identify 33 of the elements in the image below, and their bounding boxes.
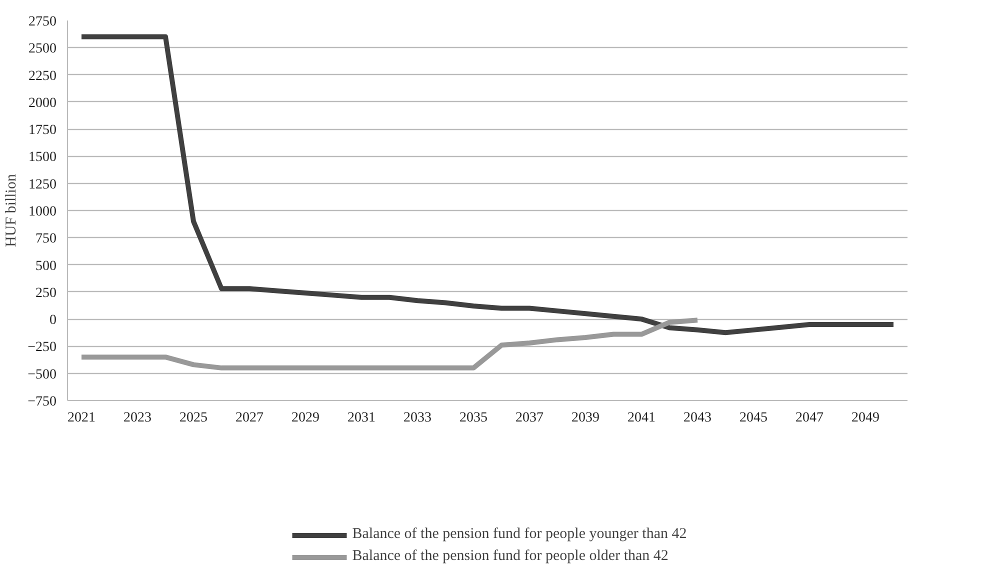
x-tick-label: 2027: [236, 410, 264, 426]
y-tick-label: 2000: [28, 96, 56, 111]
y-tick-label: 250: [36, 286, 56, 301]
y-tick-label: 750: [36, 232, 56, 247]
y-tick-label: 2500: [28, 42, 56, 57]
x-tick-label: 2039: [572, 410, 600, 426]
x-tick-label: 2029: [292, 410, 320, 426]
x-tick-label: 2021: [68, 410, 96, 426]
x-tick-label: 2035: [460, 410, 488, 426]
y-tick-label: −250: [28, 340, 57, 356]
y-tick-label: 1750: [28, 123, 56, 138]
x-tick-label: 2041: [628, 410, 656, 426]
x-tick-label: 2047: [796, 410, 824, 426]
legend-label: Balance of the pension fund for people younger than 42: [352, 526, 687, 543]
x-tick-label: 2049: [852, 410, 880, 426]
y-tick-label: 1500: [28, 150, 56, 166]
x-tick-label: 2033: [404, 410, 432, 426]
x-tick-label: 2031: [348, 410, 376, 426]
y-tick-label: 0: [50, 313, 56, 328]
y-tick-label: 2750: [28, 14, 56, 30]
x-tick-label: 2037: [516, 410, 544, 426]
x-tick-label: 2025: [180, 410, 208, 426]
x-tick-label: 2043: [684, 410, 712, 426]
y-tick-label: −750: [28, 394, 57, 410]
legend-label: Balance of the pension fund for people older than 42: [352, 548, 668, 565]
y-tick-label: 2250: [28, 68, 56, 84]
y-tick-label: 1250: [28, 177, 56, 192]
y-tick-label: −500: [28, 367, 57, 382]
y-tick-label: 1000: [28, 204, 56, 220]
y-tick-label: 500: [36, 258, 56, 274]
x-tick-label: 2023: [124, 410, 152, 426]
y-axis-title: HUF billion: [4, 174, 20, 247]
x-tick-label: 2045: [740, 410, 768, 426]
